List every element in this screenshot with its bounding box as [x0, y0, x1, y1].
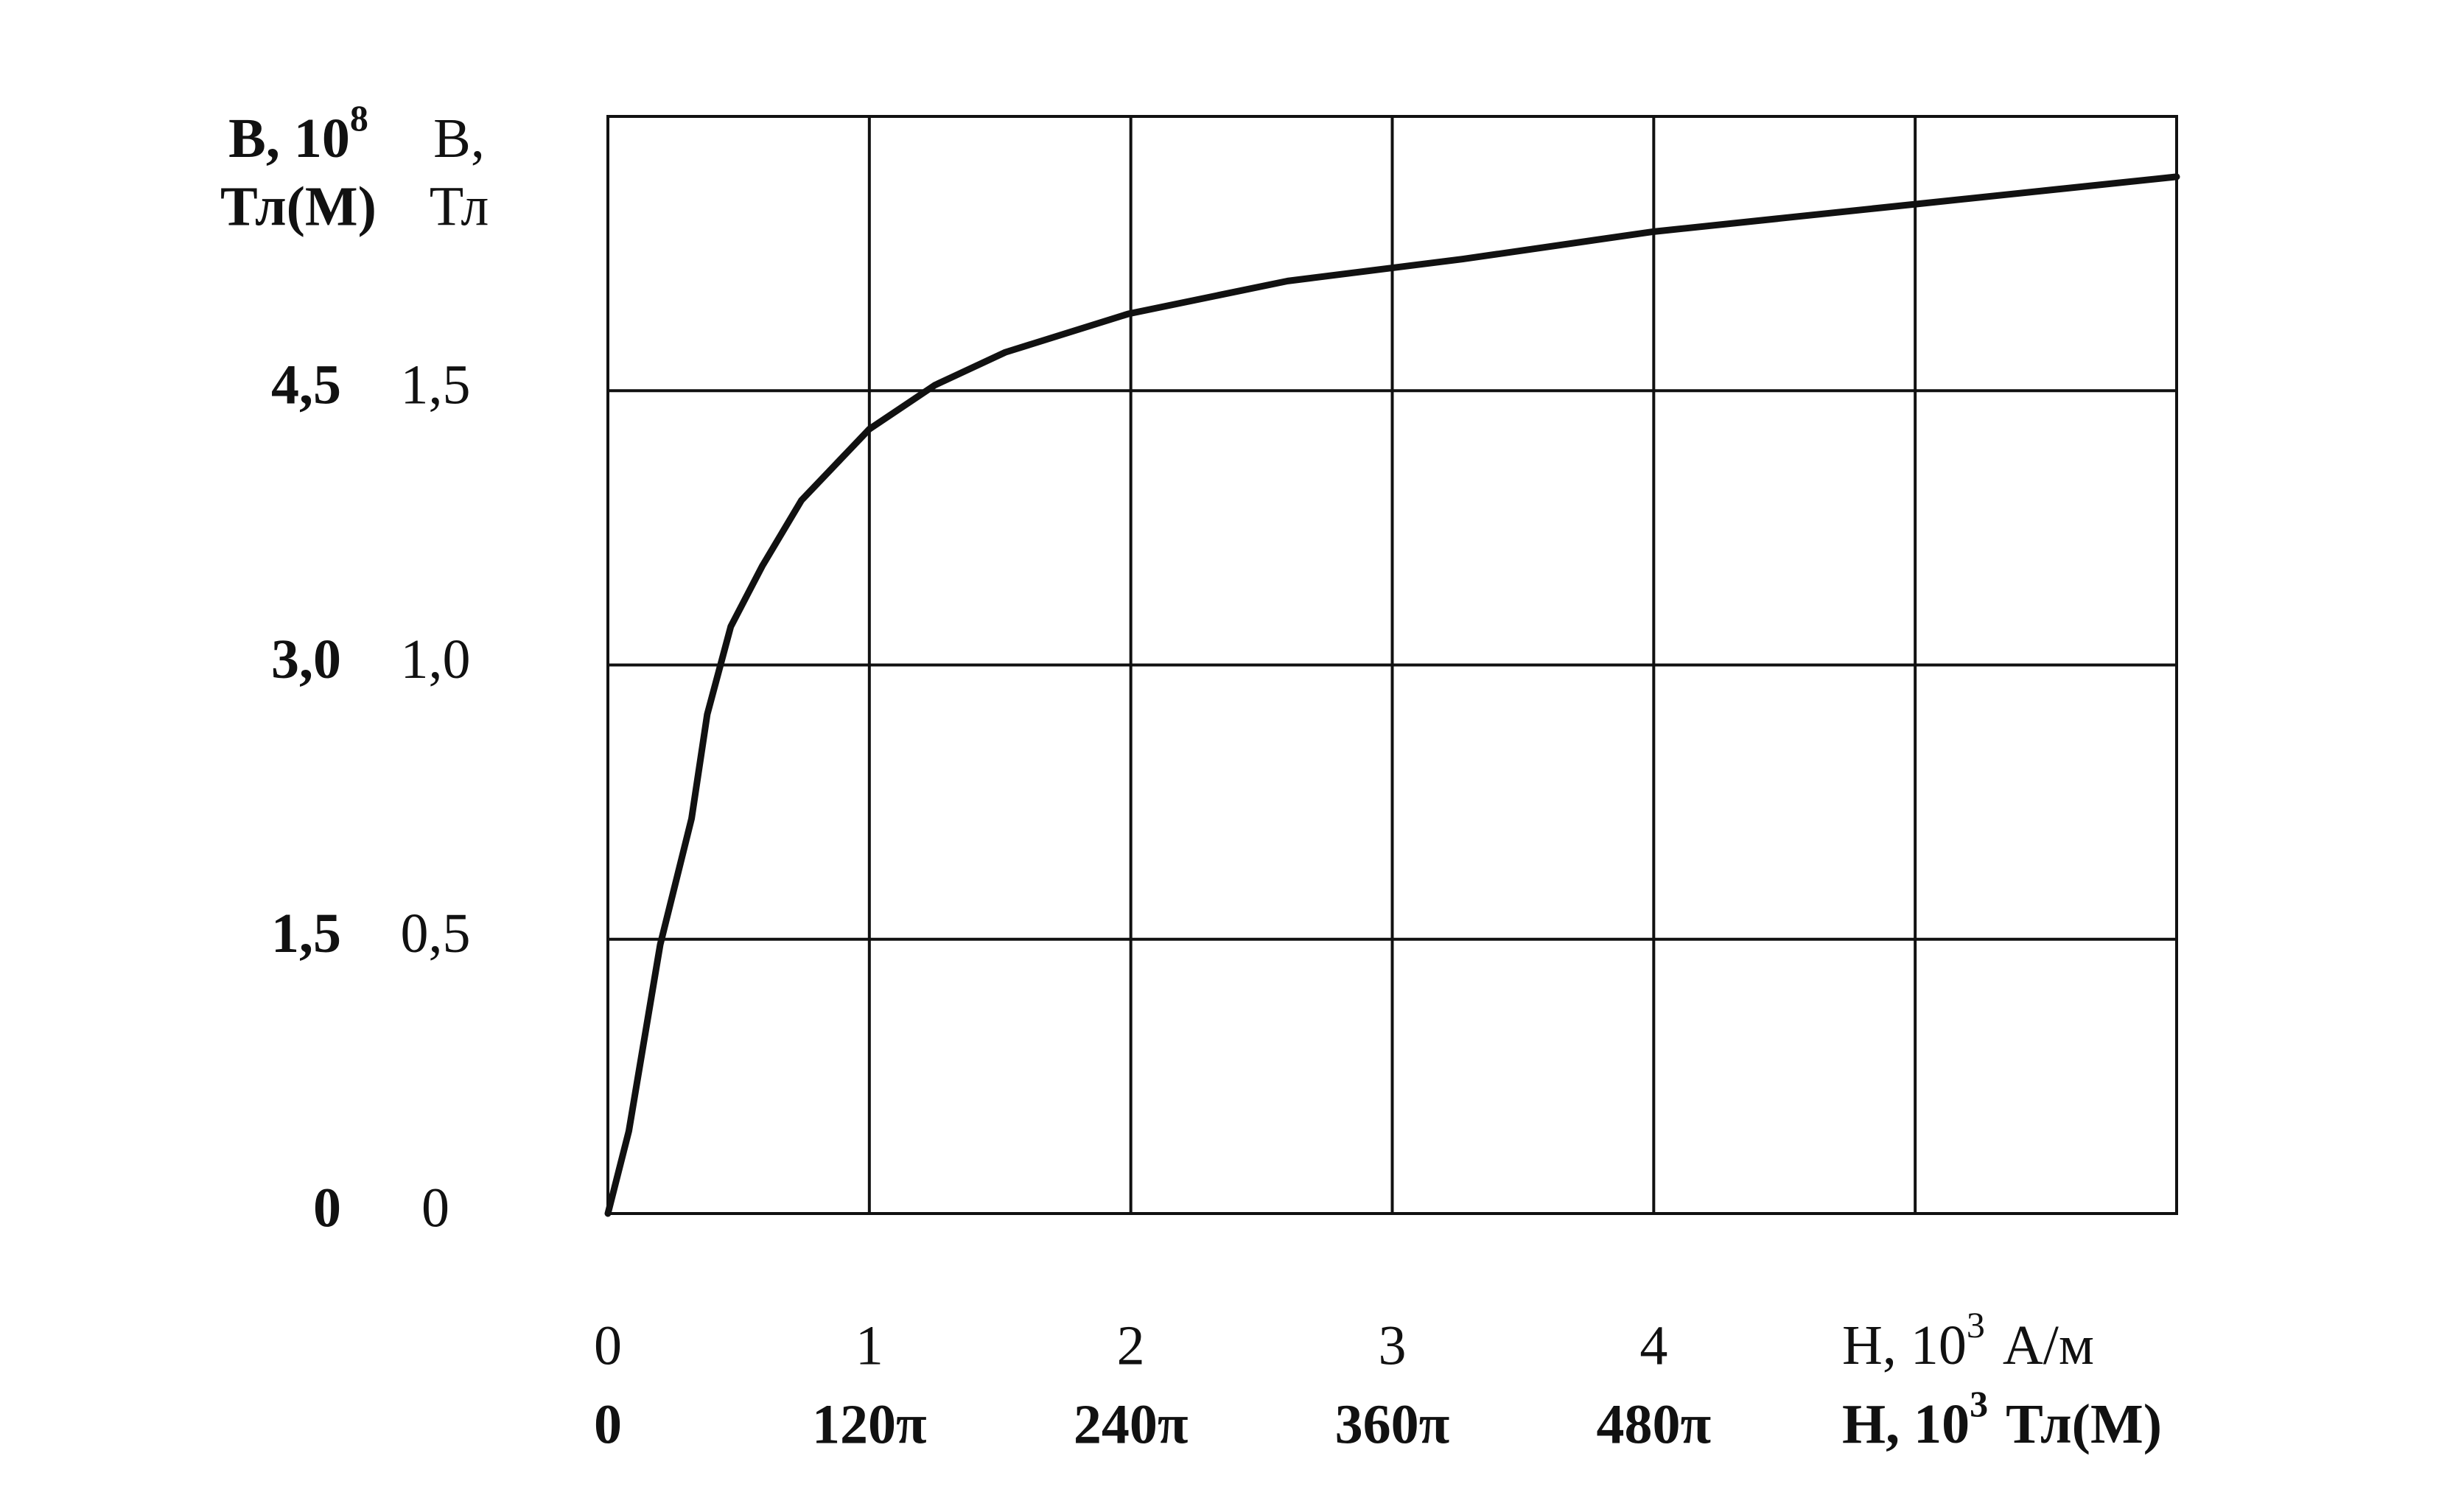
x2-axis-label: H, 103 Тл(М) [1842, 1383, 2162, 1455]
x-tick-label: 2 [1117, 1314, 1145, 1376]
y2-axis-label-base: B, 10 [228, 108, 350, 169]
x2-tick-label: 0 [594, 1393, 622, 1455]
y-tick-label: 0,5 [401, 903, 471, 964]
x2-axis-label-unit: Тл(М) [2006, 1393, 2162, 1455]
y-tick-label: 0 [421, 1177, 449, 1239]
y2-tick-label: 3,0 [271, 629, 341, 690]
y2-axis-label-unit: Тл(М) [220, 175, 377, 237]
y2-tick-label: 4,5 [271, 354, 341, 416]
y-axis-label-unit: Тл [430, 175, 489, 237]
y-tick-label: 1,0 [401, 629, 471, 690]
x2-axis-label-base: H, 10 [1842, 1393, 1970, 1455]
y2-axis-label: B, 108 [228, 97, 368, 169]
x-axis-label-base: H, 10 [1842, 1314, 1967, 1376]
x-axis-label: H, 103 А/м [1842, 1304, 2094, 1376]
y-axis-label: B, [433, 108, 485, 169]
y2-tick-label: 0 [313, 1177, 341, 1239]
x2-tick-label: 240π [1074, 1393, 1189, 1455]
x-axis-label-unit: А/м [2003, 1314, 2094, 1376]
y2-axis-label-sup: 8 [350, 97, 368, 139]
y-tick-label: 1,5 [401, 354, 471, 416]
x-tick-label: 3 [1379, 1314, 1407, 1376]
y-axis-label-base: B, [433, 108, 485, 169]
x-tick-label: 1 [855, 1314, 883, 1376]
x2-tick-label: 360π [1335, 1393, 1450, 1455]
plot-frame [606, 115, 2178, 1215]
x-tick-label: 4 [1639, 1314, 1667, 1376]
x2-tick-label: 480π [1597, 1393, 1712, 1455]
x-axis-label-sup: 3 [1967, 1304, 1985, 1345]
x-tick-label: 0 [594, 1314, 622, 1376]
x2-tick-label: 120π [812, 1393, 927, 1455]
y2-tick-label: 1,5 [271, 903, 341, 964]
curve [604, 173, 2180, 1217]
x2-axis-label-sup: 3 [1970, 1383, 1988, 1424]
